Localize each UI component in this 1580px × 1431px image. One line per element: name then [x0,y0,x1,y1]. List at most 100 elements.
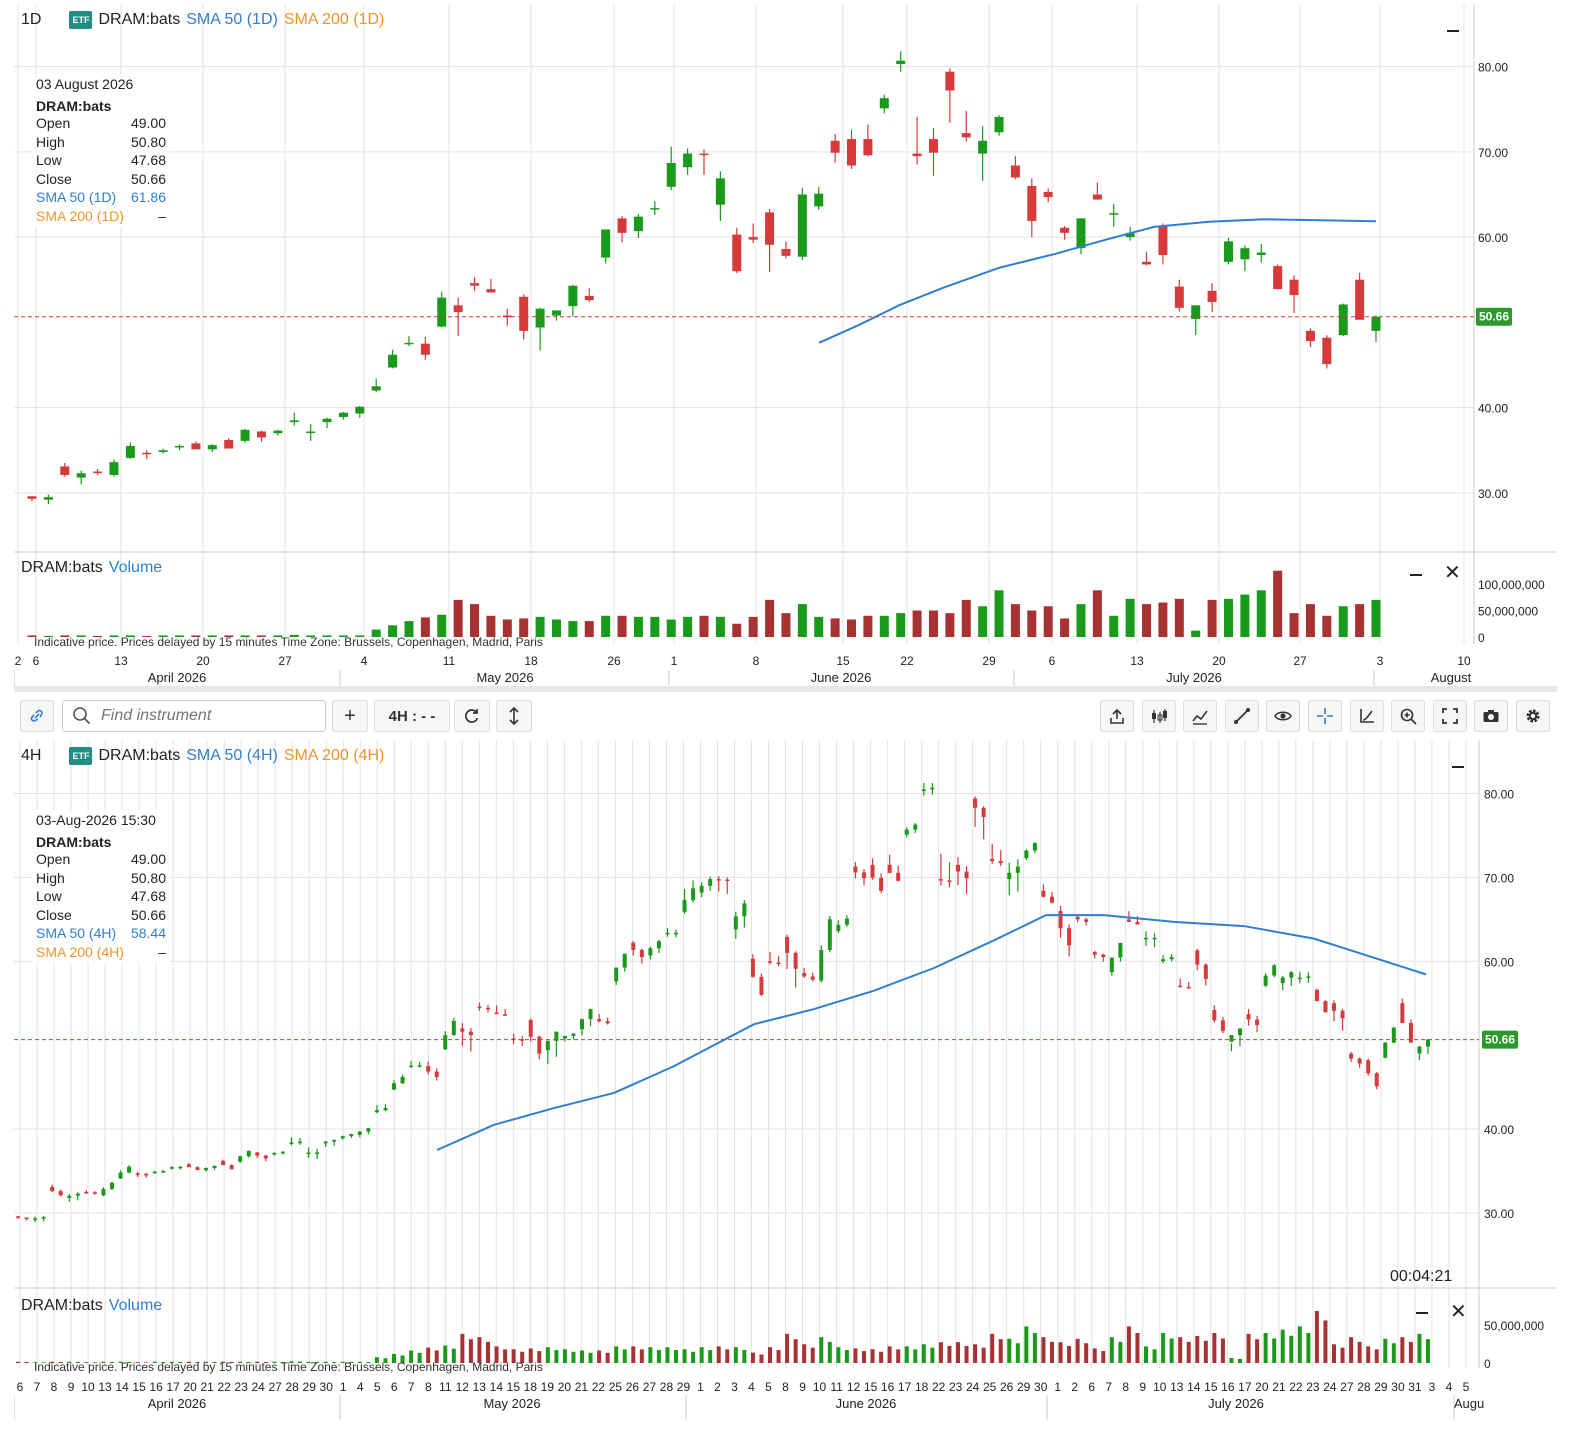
candle-down [1305,330,1315,342]
candle-up [1306,976,1311,978]
volume-label[interactable]: Volume [108,559,163,576]
close-volume-pane-button[interactable]: ✕ [1450,1301,1467,1323]
interval-selector[interactable]: 4H : - - [374,700,450,732]
volume-bar-down [1101,1351,1106,1363]
legend-date: 03 August 2026 [36,76,134,92]
share-icon [1110,708,1124,724]
sma200-label[interactable]: SMA 200 (4H) [283,747,385,764]
candle-up [41,1217,46,1219]
minimize-volume-pane-button[interactable] [1416,1312,1428,1314]
camera-button[interactable] [1474,700,1509,732]
daily-chart-svg[interactable]: 30.00 40.00 60.00 70.00 80.00 50.66 0 50,000,00… [14,4,1557,686]
four-hour-chart-panel[interactable]: 6 7 8 9 10 13 14 15 16 17 20 21 22 23 24 27 28 29 30 1 4 5 6 7 8… [14,740,1557,1420]
interval-label[interactable]: 1D [21,11,42,28]
close-volume-pane-button[interactable]: ✕ [1444,562,1461,584]
search-input[interactable] [99,706,323,726]
x-day-label: 22 [900,654,914,668]
candles-button[interactable] [1141,700,1176,732]
x-day-label: 14 [115,1380,129,1394]
x-day-label: 21 [575,1380,589,1394]
x-day-label: 8 [425,1380,432,1394]
x-day-label: 30 [320,1380,334,1394]
daily-chart-panel[interactable]: 30.00 40.00 60.00 70.00 80.00 50.66 0 50,000,00… [14,4,1557,686]
legend-open: 49.00 [130,851,166,867]
volume-bar-down [460,1333,465,1363]
candle-down [945,71,955,91]
candle-down [191,443,201,450]
volume-bar-down [879,1351,884,1363]
volume-bar-up [1383,1338,1388,1363]
x-day-label: 23 [234,1380,248,1394]
candle-down [1060,227,1070,233]
candle-up [1289,972,1294,978]
panel-separator[interactable] [14,686,1557,694]
scale-button[interactable] [496,700,532,732]
share-button[interactable] [1100,700,1134,732]
volume-bar-up [212,1361,217,1363]
volume-bar-up [1191,630,1201,637]
candle-down [1195,950,1200,965]
volume-bar-down [1273,570,1283,637]
minimize-volume-pane-button[interactable] [1410,574,1422,576]
volume-bar-down [27,635,37,637]
x-day-label: 9 [799,1380,806,1394]
volume-bar-down [597,1350,602,1363]
volume-bar-down [853,1348,858,1363]
volume-bar-down [426,1347,431,1363]
volume-bar-down [793,1339,798,1363]
volume-bar-up [1169,1338,1174,1363]
candle-up [742,903,747,917]
crosshair-button[interactable] [1308,700,1342,732]
draw-line-button[interactable] [1224,700,1259,732]
x-day-label: 30 [1034,1380,1048,1394]
curve-button[interactable] [1349,700,1384,732]
x-day-label: 6 [17,1380,24,1394]
volume-bar-up [306,1361,311,1363]
instrument-search[interactable] [62,700,326,732]
volume-bar-down [1374,1349,1379,1363]
eye-button[interactable] [1266,700,1301,732]
x-day-label: 16 [881,1380,895,1394]
candle-down [802,973,807,977]
x-day-label: 10 [1457,654,1471,668]
volume-bar-up [562,1349,567,1363]
candle-down [1010,165,1020,178]
x-day-label: 4 [1446,1380,1453,1394]
volume-bar-down [870,1349,875,1363]
candle-up [127,1166,132,1173]
candle-up [674,932,678,935]
candle-up [1297,977,1302,980]
volume-bar-up [650,616,660,637]
indicator-button[interactable] [1183,700,1218,732]
legend-sma200: – [158,207,166,224]
four-hour-chart-svg[interactable]: 6 7 8 9 10 13 14 15 16 17 20 21 22 23 24 27 28 29 30 1 4 5 6 7 8… [14,740,1557,1420]
candle-down [221,1160,226,1166]
fullscreen-button[interactable] [1432,700,1467,732]
x-day-label: 16 [149,1380,163,1394]
sma200-label[interactable]: SMA 200 (1D) [283,11,385,28]
sma50-label[interactable]: SMA 50 (1D) [186,11,278,28]
refresh-button[interactable] [454,700,490,732]
symbol-label[interactable]: DRAM:bats [98,11,181,28]
candle-down [93,471,103,474]
symbol-label[interactable]: DRAM:bats [98,747,181,764]
minimize-price-pane-button[interactable] [1447,30,1459,32]
volume-bar-up [665,1347,670,1363]
zoom-button[interactable] [1391,700,1426,732]
link-button[interactable] [20,700,54,732]
volume-label[interactable]: Volume [108,1297,163,1314]
minimize-price-pane-button[interactable] [1452,766,1464,768]
four-hour-chart-header: 4H ETF DRAM:bats SMA 50 (4H) SMA 200 (4H… [21,747,384,765]
candle-up [568,285,578,307]
candle-down [1126,919,1131,922]
candle-down [1374,1073,1379,1087]
volume-bar-down [477,1337,482,1363]
volume-bar-up [437,614,447,637]
x-day-label: 26 [626,1380,640,1394]
candle-down [1355,279,1365,320]
sma50-label[interactable]: SMA 50 (4H) [186,747,278,764]
volume-bar-up [633,616,643,637]
add-instrument-button[interactable]: + [332,700,368,732]
gear-button[interactable] [1516,700,1550,732]
interval-label[interactable]: 4H [21,747,42,764]
